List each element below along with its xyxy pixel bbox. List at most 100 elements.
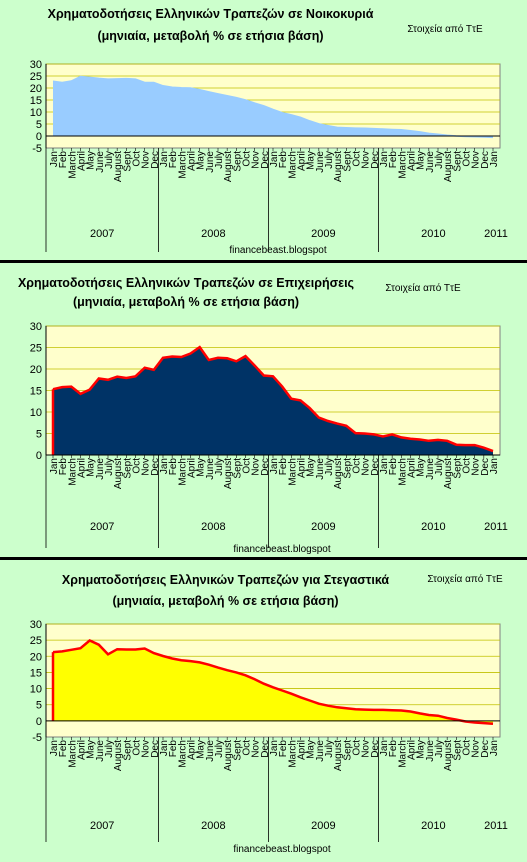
panel-businesses: Χρηματοδοτήσεις Ελληνικών Τραπεζών σε Επ… [0, 263, 527, 557]
month-label: August [443, 458, 454, 489]
month-label: June [315, 458, 326, 480]
title-box [44, 570, 407, 616]
y-tick-label: 10 [30, 107, 42, 119]
year-label: 2010 [421, 228, 445, 240]
month-label: Nov [251, 458, 262, 476]
month-label: Sept [232, 151, 243, 172]
month-label: Sept [342, 458, 353, 479]
month-label: Feb [278, 151, 289, 169]
month-label: Jan [159, 151, 170, 167]
month-label: Sept [122, 458, 133, 479]
month-label: Jan [269, 740, 280, 756]
month-label: Oct [352, 740, 363, 756]
y-tick-label: -5 [32, 732, 42, 744]
month-label: March [287, 151, 298, 179]
year-label: 2011 [484, 228, 508, 240]
month-label: Sept [452, 151, 463, 172]
month-label: April [297, 740, 308, 760]
month-label: Dec [480, 151, 491, 169]
month-label: Feb [278, 740, 289, 758]
month-label: Feb [168, 151, 179, 169]
y-tick-label: 15 [30, 386, 42, 398]
month-label: Nov [141, 151, 152, 169]
month-label: August [333, 740, 344, 771]
month-label: May [416, 458, 427, 477]
month-label: April [407, 740, 418, 760]
y-tick-label: 20 [30, 651, 42, 663]
month-label: August [443, 151, 454, 182]
y-tick-label: 0 [36, 716, 42, 728]
month-label: Sept [232, 458, 243, 479]
month-label: August [333, 458, 344, 489]
month-label: August [113, 740, 124, 771]
month-label: Dec [150, 458, 161, 476]
month-label: Sept [232, 740, 243, 761]
month-label: Jan [489, 458, 500, 474]
month-label: Nov [471, 740, 482, 758]
month-label: Jan [379, 151, 390, 167]
month-label: March [67, 458, 78, 486]
month-label: Sept [342, 740, 353, 761]
month-label: July [434, 458, 445, 476]
month-label: May [86, 458, 97, 477]
year-label: 2011 [484, 820, 508, 832]
y-tick-label: 5 [36, 429, 42, 441]
month-label: Dec [260, 151, 271, 169]
month-label: Nov [251, 151, 262, 169]
month-label: May [306, 151, 317, 170]
month-label: Dec [480, 740, 491, 758]
month-label: Jan [489, 151, 500, 167]
month-label: April [187, 458, 198, 478]
month-label: Feb [388, 740, 399, 758]
month-label: August [113, 151, 124, 182]
chart-subtitle: (μηνιαία, μεταβολή % σε ετήσια βάση) [112, 594, 338, 608]
month-label: May [306, 458, 317, 477]
month-label: Jan [379, 458, 390, 474]
month-label: Jan [269, 458, 280, 474]
month-label: Feb [388, 151, 399, 169]
y-tick-label: 0 [36, 450, 42, 462]
year-label: 2007 [90, 521, 114, 533]
month-label: May [416, 151, 427, 170]
month-label: June [425, 458, 436, 480]
y-tick-label: 5 [36, 700, 42, 712]
month-label: Feb [168, 740, 179, 758]
source-note: Στοιχεία από ΤτΕ [385, 282, 461, 294]
month-label: July [324, 458, 335, 476]
y-tick-label: 20 [30, 364, 42, 376]
month-label: Oct [352, 151, 363, 167]
month-label: Sept [342, 151, 353, 172]
month-label: Feb [58, 458, 69, 476]
month-label: Feb [388, 458, 399, 476]
households-chart: Χρηματοδοτήσεις Ελληνικών Τραπεζών σε Νο… [30, 4, 508, 256]
month-label: Oct [242, 151, 253, 167]
month-label: May [86, 151, 97, 170]
y-tick-label: 30 [30, 619, 42, 631]
y-tick-label: 25 [30, 343, 42, 355]
month-label: July [214, 151, 225, 169]
month-label: March [287, 458, 298, 486]
month-label: April [187, 740, 198, 760]
month-label: May [196, 458, 207, 477]
month-label: June [205, 740, 216, 762]
year-label: 2009 [311, 820, 335, 832]
y-tick-label: 15 [30, 95, 42, 107]
month-label: July [214, 740, 225, 758]
month-label: Oct [132, 740, 143, 756]
title-box [4, 272, 368, 316]
month-label: April [77, 458, 88, 478]
month-label: Jan [159, 458, 170, 474]
month-label: Nov [361, 151, 372, 169]
month-label: April [77, 740, 88, 760]
month-label: Feb [278, 458, 289, 476]
y-tick-label: 10 [30, 684, 42, 696]
month-label: July [324, 740, 335, 758]
month-label: July [104, 151, 115, 169]
month-label: Oct [462, 151, 473, 167]
month-label: Dec [370, 151, 381, 169]
year-label: 2007 [90, 820, 114, 832]
chart-title: Χρηματοδοτήσεις Ελληνικών Τραπεζών για Σ… [62, 573, 390, 587]
month-label: Dec [480, 458, 491, 476]
month-label: June [205, 458, 216, 480]
month-label: Nov [471, 458, 482, 476]
